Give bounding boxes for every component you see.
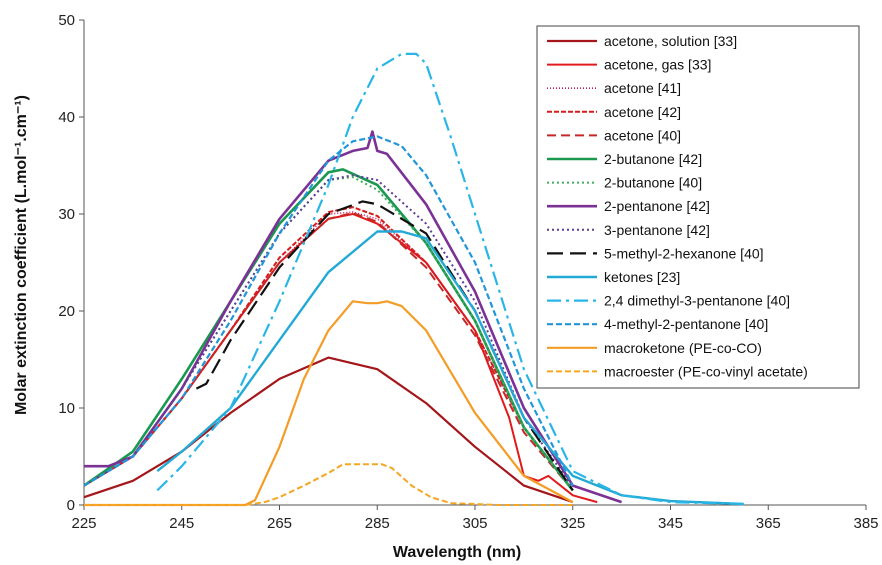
y-tick-label: 30: [58, 206, 75, 223]
y-axis-title-text: Molar extinction coefficient (L.mol⁻¹.cm…: [13, 95, 30, 415]
legend-label: 2,4 dimethyl-3-pentanone [40]: [604, 293, 790, 309]
series-line-13: [83, 135, 574, 487]
legend-label: acetone [41]: [604, 80, 681, 96]
y-tick-label: 10: [58, 400, 75, 417]
series-line-9: [83, 174, 574, 489]
y-tick-label: 20: [58, 303, 75, 320]
series-line-12: [156, 52, 744, 506]
legend-label: acetone [42]: [604, 104, 681, 120]
series-line-8: [84, 130, 623, 504]
x-tick-label: 225: [71, 515, 96, 532]
y-tick-label: 0: [67, 497, 75, 514]
x-tick-label: 245: [169, 515, 194, 532]
legend-label: acetone [40]: [604, 127, 681, 143]
series-line-6: [83, 168, 574, 492]
plot-series: [83, 52, 744, 507]
legend: acetone, solution [33] acetone, gas [33] a…: [536, 25, 860, 389]
x-axis-title: Wavelength (nm): [393, 544, 521, 561]
legend-label: 2-butanone [42]: [604, 151, 702, 167]
axes: 0 10 20 30 40 50 225 245 265 285 305 325 345 365 385: [58, 12, 878, 532]
x-tick-label: 385: [853, 515, 878, 532]
series-line-11: [156, 230, 744, 506]
legend-label: acetone, gas [33]: [604, 57, 711, 73]
legend-label: 3-pentanone [42]: [604, 222, 710, 238]
y-tick-label: 40: [58, 109, 75, 126]
x-tick-label: 365: [756, 515, 781, 532]
series-line-14: [84, 300, 574, 507]
legend-label: 4-methyl-2-pentanone [40]: [604, 316, 768, 332]
y-tick-label: 50: [58, 12, 75, 29]
series-line-15: [84, 463, 573, 506]
x-tick-label: 345: [658, 515, 683, 532]
x-tick-label: 285: [365, 515, 390, 532]
legend-label: macroketone (PE-co-CO): [604, 340, 762, 356]
y-axis-title: Molar extinction coefficient (L.mol⁻¹.cm…: [13, 95, 30, 415]
legend-label: 5-methyl-2-hexanone [40]: [604, 245, 764, 261]
x-tick-label: 325: [560, 515, 585, 532]
series-line-1: [83, 356, 574, 504]
legend-label: macroester (PE-co-vinyl acetate): [604, 363, 808, 379]
legend-label: ketones [23]: [604, 269, 680, 285]
legend-label: acetone, solution [33]: [604, 33, 737, 49]
x-tick-label: 265: [267, 515, 292, 532]
legend-label: 2-pentanone [42]: [604, 198, 710, 214]
x-tick-label: 305: [462, 515, 487, 532]
legend-label: 2-butanone [40]: [604, 175, 702, 191]
